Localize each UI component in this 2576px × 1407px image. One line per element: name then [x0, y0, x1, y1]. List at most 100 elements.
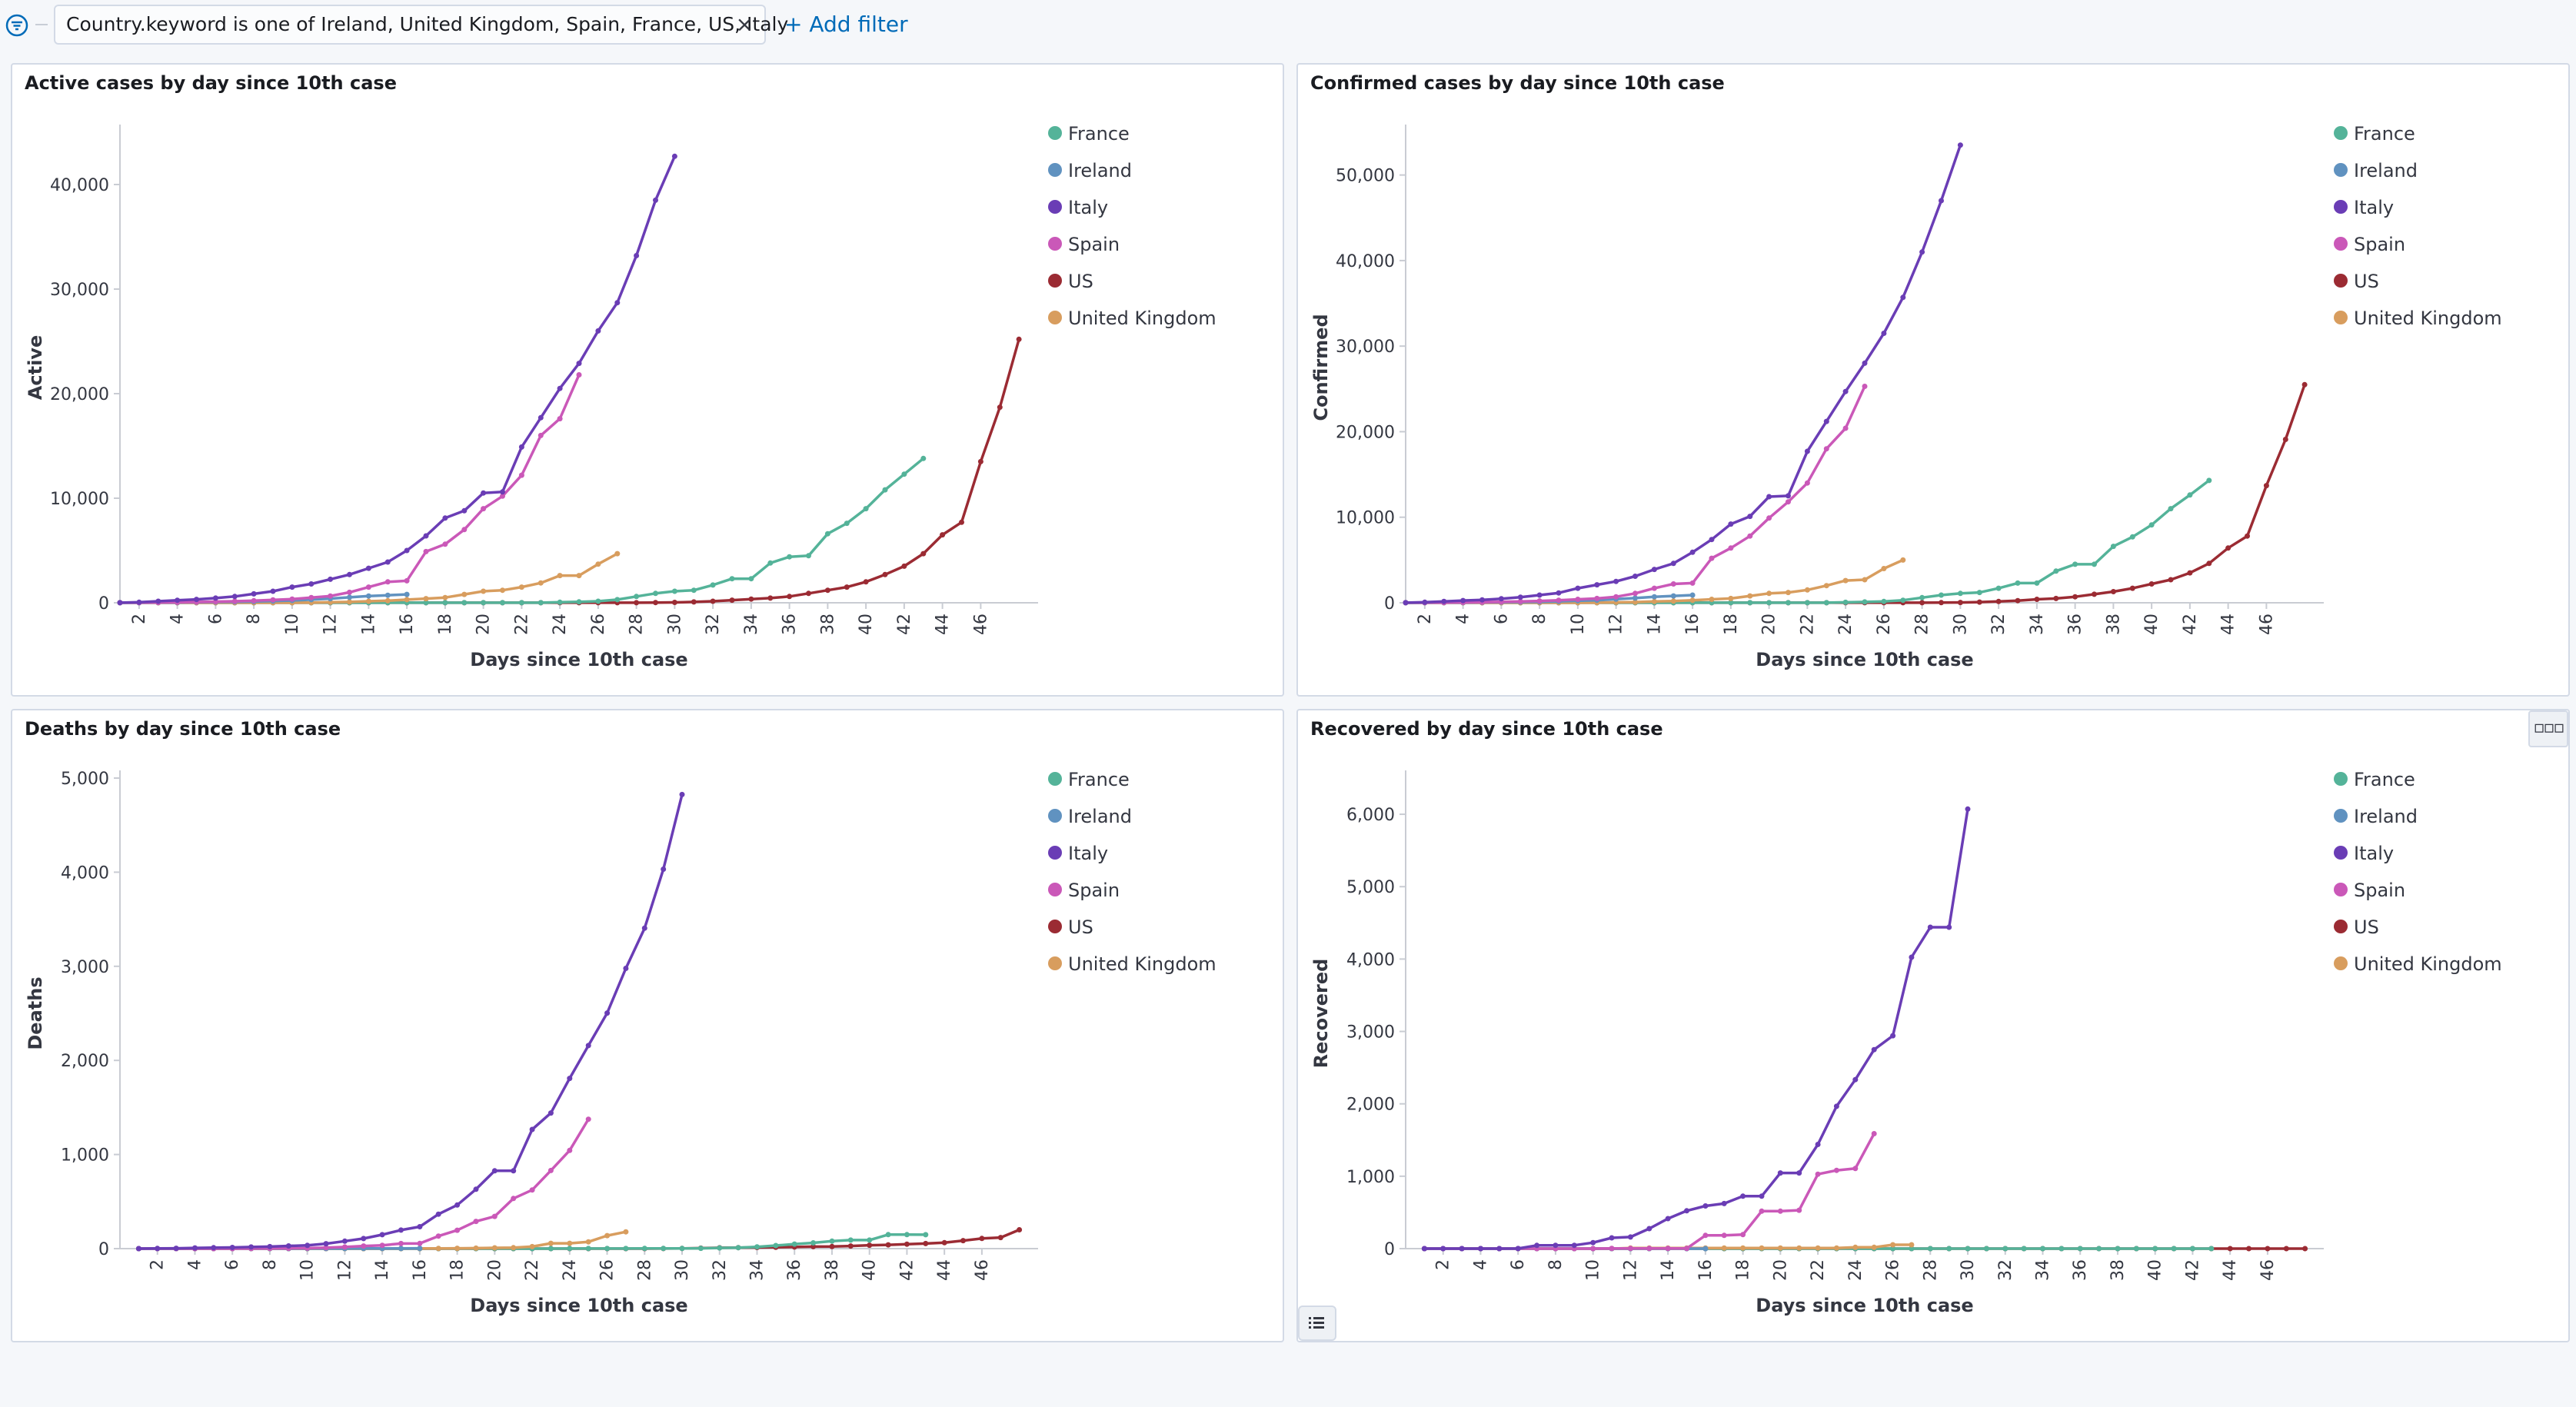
data-point[interactable] [347, 594, 352, 600]
data-point[interactable] [435, 1211, 441, 1217]
data-point[interactable] [2148, 581, 2155, 587]
data-point[interactable] [806, 553, 811, 559]
data-point[interactable] [365, 565, 371, 571]
legend-item[interactable]: US [1048, 271, 1093, 292]
data-point[interactable] [1460, 597, 1466, 604]
data-point[interactable] [384, 579, 391, 585]
data-point[interactable] [2092, 591, 2097, 597]
data-point[interactable] [867, 1237, 873, 1243]
data-point[interactable] [1759, 1193, 1765, 1199]
data-point[interactable] [1786, 590, 1791, 596]
data-point[interactable] [461, 507, 468, 514]
data-point[interactable] [537, 432, 544, 438]
data-point[interactable] [979, 1236, 985, 1242]
data-point[interactable] [1709, 537, 1715, 543]
data-point[interactable] [379, 1242, 385, 1249]
data-point[interactable] [567, 1246, 573, 1252]
data-point[interactable] [634, 594, 640, 600]
data-point[interactable] [454, 1246, 461, 1252]
data-point[interactable] [347, 599, 352, 605]
data-point[interactable] [1804, 448, 1810, 454]
data-point[interactable] [547, 1240, 554, 1246]
data-point[interactable] [1689, 580, 1696, 586]
data-point[interactable] [500, 493, 505, 499]
data-point[interactable] [1684, 1208, 1689, 1214]
data-point[interactable] [2096, 1246, 2102, 1252]
data-point[interactable] [1777, 1245, 1783, 1251]
data-point[interactable] [585, 1043, 591, 1049]
data-point[interactable] [461, 600, 468, 606]
data-point[interactable] [710, 582, 716, 588]
data-point[interactable] [1651, 585, 1657, 591]
data-point[interactable] [863, 579, 869, 585]
data-point[interactable] [1016, 336, 1022, 342]
data-point[interactable] [1728, 545, 1734, 551]
legend-item[interactable]: Ireland [2334, 160, 2418, 181]
data-point[interactable] [1927, 924, 1933, 930]
data-point[interactable] [576, 372, 582, 378]
data-point[interactable] [904, 1241, 910, 1247]
data-point[interactable] [1871, 1131, 1877, 1136]
data-point[interactable] [1786, 493, 1791, 499]
data-point[interactable] [2021, 1246, 2027, 1252]
data-point[interactable] [491, 1245, 498, 1251]
data-point[interactable] [442, 541, 448, 547]
data-point[interactable] [2129, 534, 2135, 540]
data-point[interactable] [1709, 597, 1715, 602]
data-point[interactable] [1957, 590, 1963, 597]
data-point[interactable] [423, 596, 429, 602]
data-point[interactable] [1627, 1234, 1633, 1240]
data-point[interactable] [1651, 598, 1657, 604]
data-point[interactable] [365, 584, 371, 590]
legend-item[interactable]: Spain [1048, 234, 1120, 255]
data-point[interactable] [1842, 599, 1849, 605]
data-point[interactable] [328, 593, 334, 599]
data-point[interactable] [1747, 533, 1753, 539]
data-point[interactable] [518, 472, 524, 478]
data-point[interactable] [1804, 480, 1810, 486]
data-point[interactable] [1881, 598, 1887, 604]
data-point[interactable] [767, 595, 774, 601]
data-point[interactable] [1909, 1242, 1915, 1248]
data-point[interactable] [1976, 590, 1982, 596]
data-point[interactable] [1536, 592, 1543, 598]
data-point[interactable] [595, 328, 601, 334]
data-point[interactable] [435, 1233, 441, 1239]
data-point[interactable] [211, 1245, 217, 1251]
data-point[interactable] [885, 1232, 891, 1238]
data-point[interactable] [576, 573, 582, 579]
data-point[interactable] [1965, 806, 1971, 812]
data-point[interactable] [557, 599, 563, 605]
data-point[interactable] [2227, 1246, 2233, 1252]
data-point[interactable] [773, 1242, 779, 1249]
legend-item[interactable]: France [1048, 769, 1130, 790]
data-point[interactable] [1796, 1245, 1802, 1251]
data-point[interactable] [500, 600, 505, 606]
data-point[interactable] [1759, 1208, 1765, 1214]
data-point[interactable] [1627, 1246, 1633, 1252]
data-point[interactable] [347, 589, 352, 595]
data-point[interactable] [1900, 597, 1906, 604]
data-point[interactable] [844, 584, 850, 590]
data-point[interactable] [557, 573, 563, 579]
data-point[interactable] [1556, 590, 1562, 596]
data-point[interactable] [442, 600, 448, 606]
data-point[interactable] [585, 1239, 591, 1245]
data-point[interactable] [1976, 599, 1982, 605]
data-point[interactable] [653, 590, 658, 597]
data-point[interactable] [1728, 521, 1734, 527]
data-point[interactable] [604, 1246, 611, 1252]
data-point[interactable] [2152, 1246, 2158, 1252]
legend-item[interactable]: Ireland [1048, 806, 1132, 827]
data-point[interactable] [585, 1246, 591, 1252]
data-point[interactable] [2129, 585, 2135, 591]
data-point[interactable] [754, 1244, 760, 1250]
data-point[interactable] [1852, 1166, 1859, 1172]
data-point[interactable] [901, 563, 907, 569]
data-point[interactable] [481, 600, 487, 606]
data-point[interactable] [557, 416, 563, 422]
data-point[interactable] [398, 1240, 404, 1246]
data-point[interactable] [347, 571, 352, 577]
data-point[interactable] [379, 1232, 385, 1238]
data-point[interactable] [2072, 561, 2078, 567]
